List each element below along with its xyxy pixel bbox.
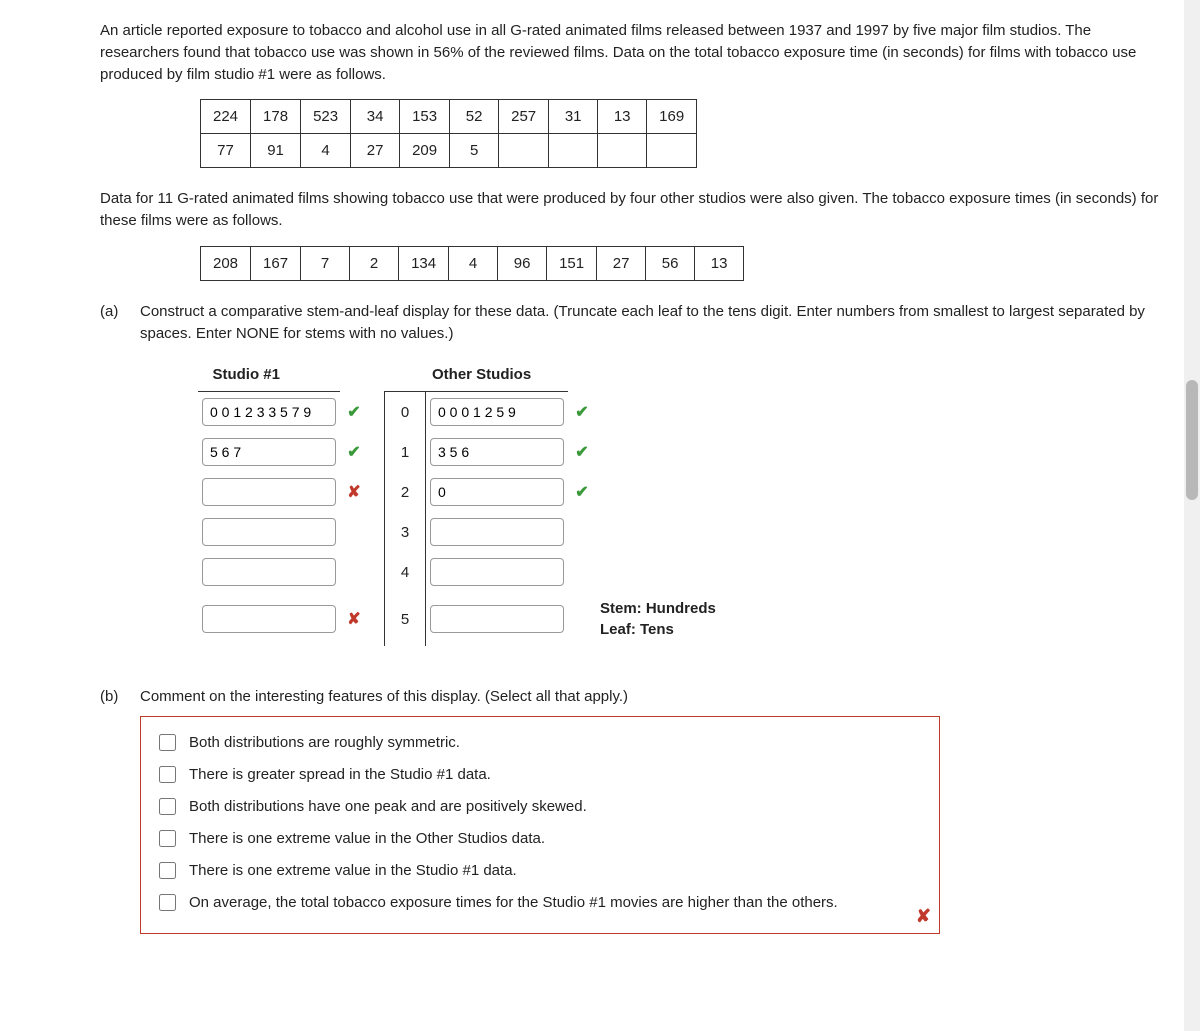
part-b-text: Comment on the interesting features of t… [140,686,1170,708]
option-label: Both distributions have one peak and are… [189,796,587,818]
check-icon: ✔ [344,442,364,462]
leaf-input-left-4[interactable] [202,558,336,586]
leaf-input-right-2[interactable] [430,478,564,506]
stem-and-leaf-table: Studio #1 Other Studios ✔ 0 ✔ [198,360,720,646]
check-icon: ✔ [572,442,592,462]
part-b-label: (b) [100,686,140,705]
x-icon: ✘ [344,482,364,502]
option-label: There is one extreme value in the Studio… [189,860,517,882]
option-checkbox-2[interactable] [159,798,176,815]
table-row: 77914 272095 [201,134,697,168]
data-table-other-studios: 2081677 21344 9615127 5613 [200,246,744,281]
stem-cell: 1 [384,432,426,472]
leaf-input-left-3[interactable] [202,518,336,546]
leaf-input-left-1[interactable] [202,438,336,466]
options-box: Both distributions are roughly symmetric… [140,716,940,934]
stem-leaf-key: Stem: Hundreds Leaf: Tens [596,592,720,646]
header-studio1: Studio #1 [198,360,340,392]
option-checkbox-0[interactable] [159,734,176,751]
data-table-studio1: 224178523 3415352 2573113 169 77914 2720… [200,99,697,168]
option-checkbox-1[interactable] [159,766,176,783]
intro-paragraph-1: An article reported exposure to tobacco … [100,20,1170,85]
option-label: There is greater spread in the Studio #1… [189,764,491,786]
option-checkbox-5[interactable] [159,894,176,911]
option-checkbox-4[interactable] [159,862,176,879]
leaf-input-left-5[interactable] [202,605,336,633]
stem-cell: 0 [384,392,426,432]
x-icon: ✘ [916,906,931,927]
part-a-label: (a) [100,301,140,320]
stem-cell: 5 [384,592,426,646]
check-icon: ✔ [572,482,592,502]
option-checkbox-3[interactable] [159,830,176,847]
option-label: Both distributions are roughly symmetric… [189,732,460,754]
option-label: There is one extreme value in the Other … [189,828,545,850]
scrollbar[interactable] [1184,0,1200,1031]
check-icon: ✔ [572,402,592,422]
part-a-text: Construct a comparative stem-and-leaf di… [140,301,1170,345]
table-row: 224178523 3415352 2573113 169 [201,100,697,134]
option-label: On average, the total tobacco exposure t… [189,892,838,914]
stem-cell: 3 [384,512,426,552]
stem-cell: 4 [384,552,426,592]
leaf-input-right-3[interactable] [430,518,564,546]
leaf-input-right-4[interactable] [430,558,564,586]
leaf-input-right-1[interactable] [430,438,564,466]
scrollbar-thumb[interactable] [1186,380,1198,500]
intro-paragraph-2: Data for 11 G-rated animated films showi… [100,188,1170,232]
leaf-input-right-5[interactable] [430,605,564,633]
x-icon: ✘ [344,609,364,629]
leaf-input-left-2[interactable] [202,478,336,506]
check-icon: ✔ [344,402,364,422]
leaf-input-right-0[interactable] [430,398,564,426]
leaf-input-left-0[interactable] [202,398,336,426]
stem-cell: 2 [384,472,426,512]
table-row: 2081677 21344 9615127 5613 [201,246,744,280]
header-other-studios: Other Studios [426,360,568,392]
